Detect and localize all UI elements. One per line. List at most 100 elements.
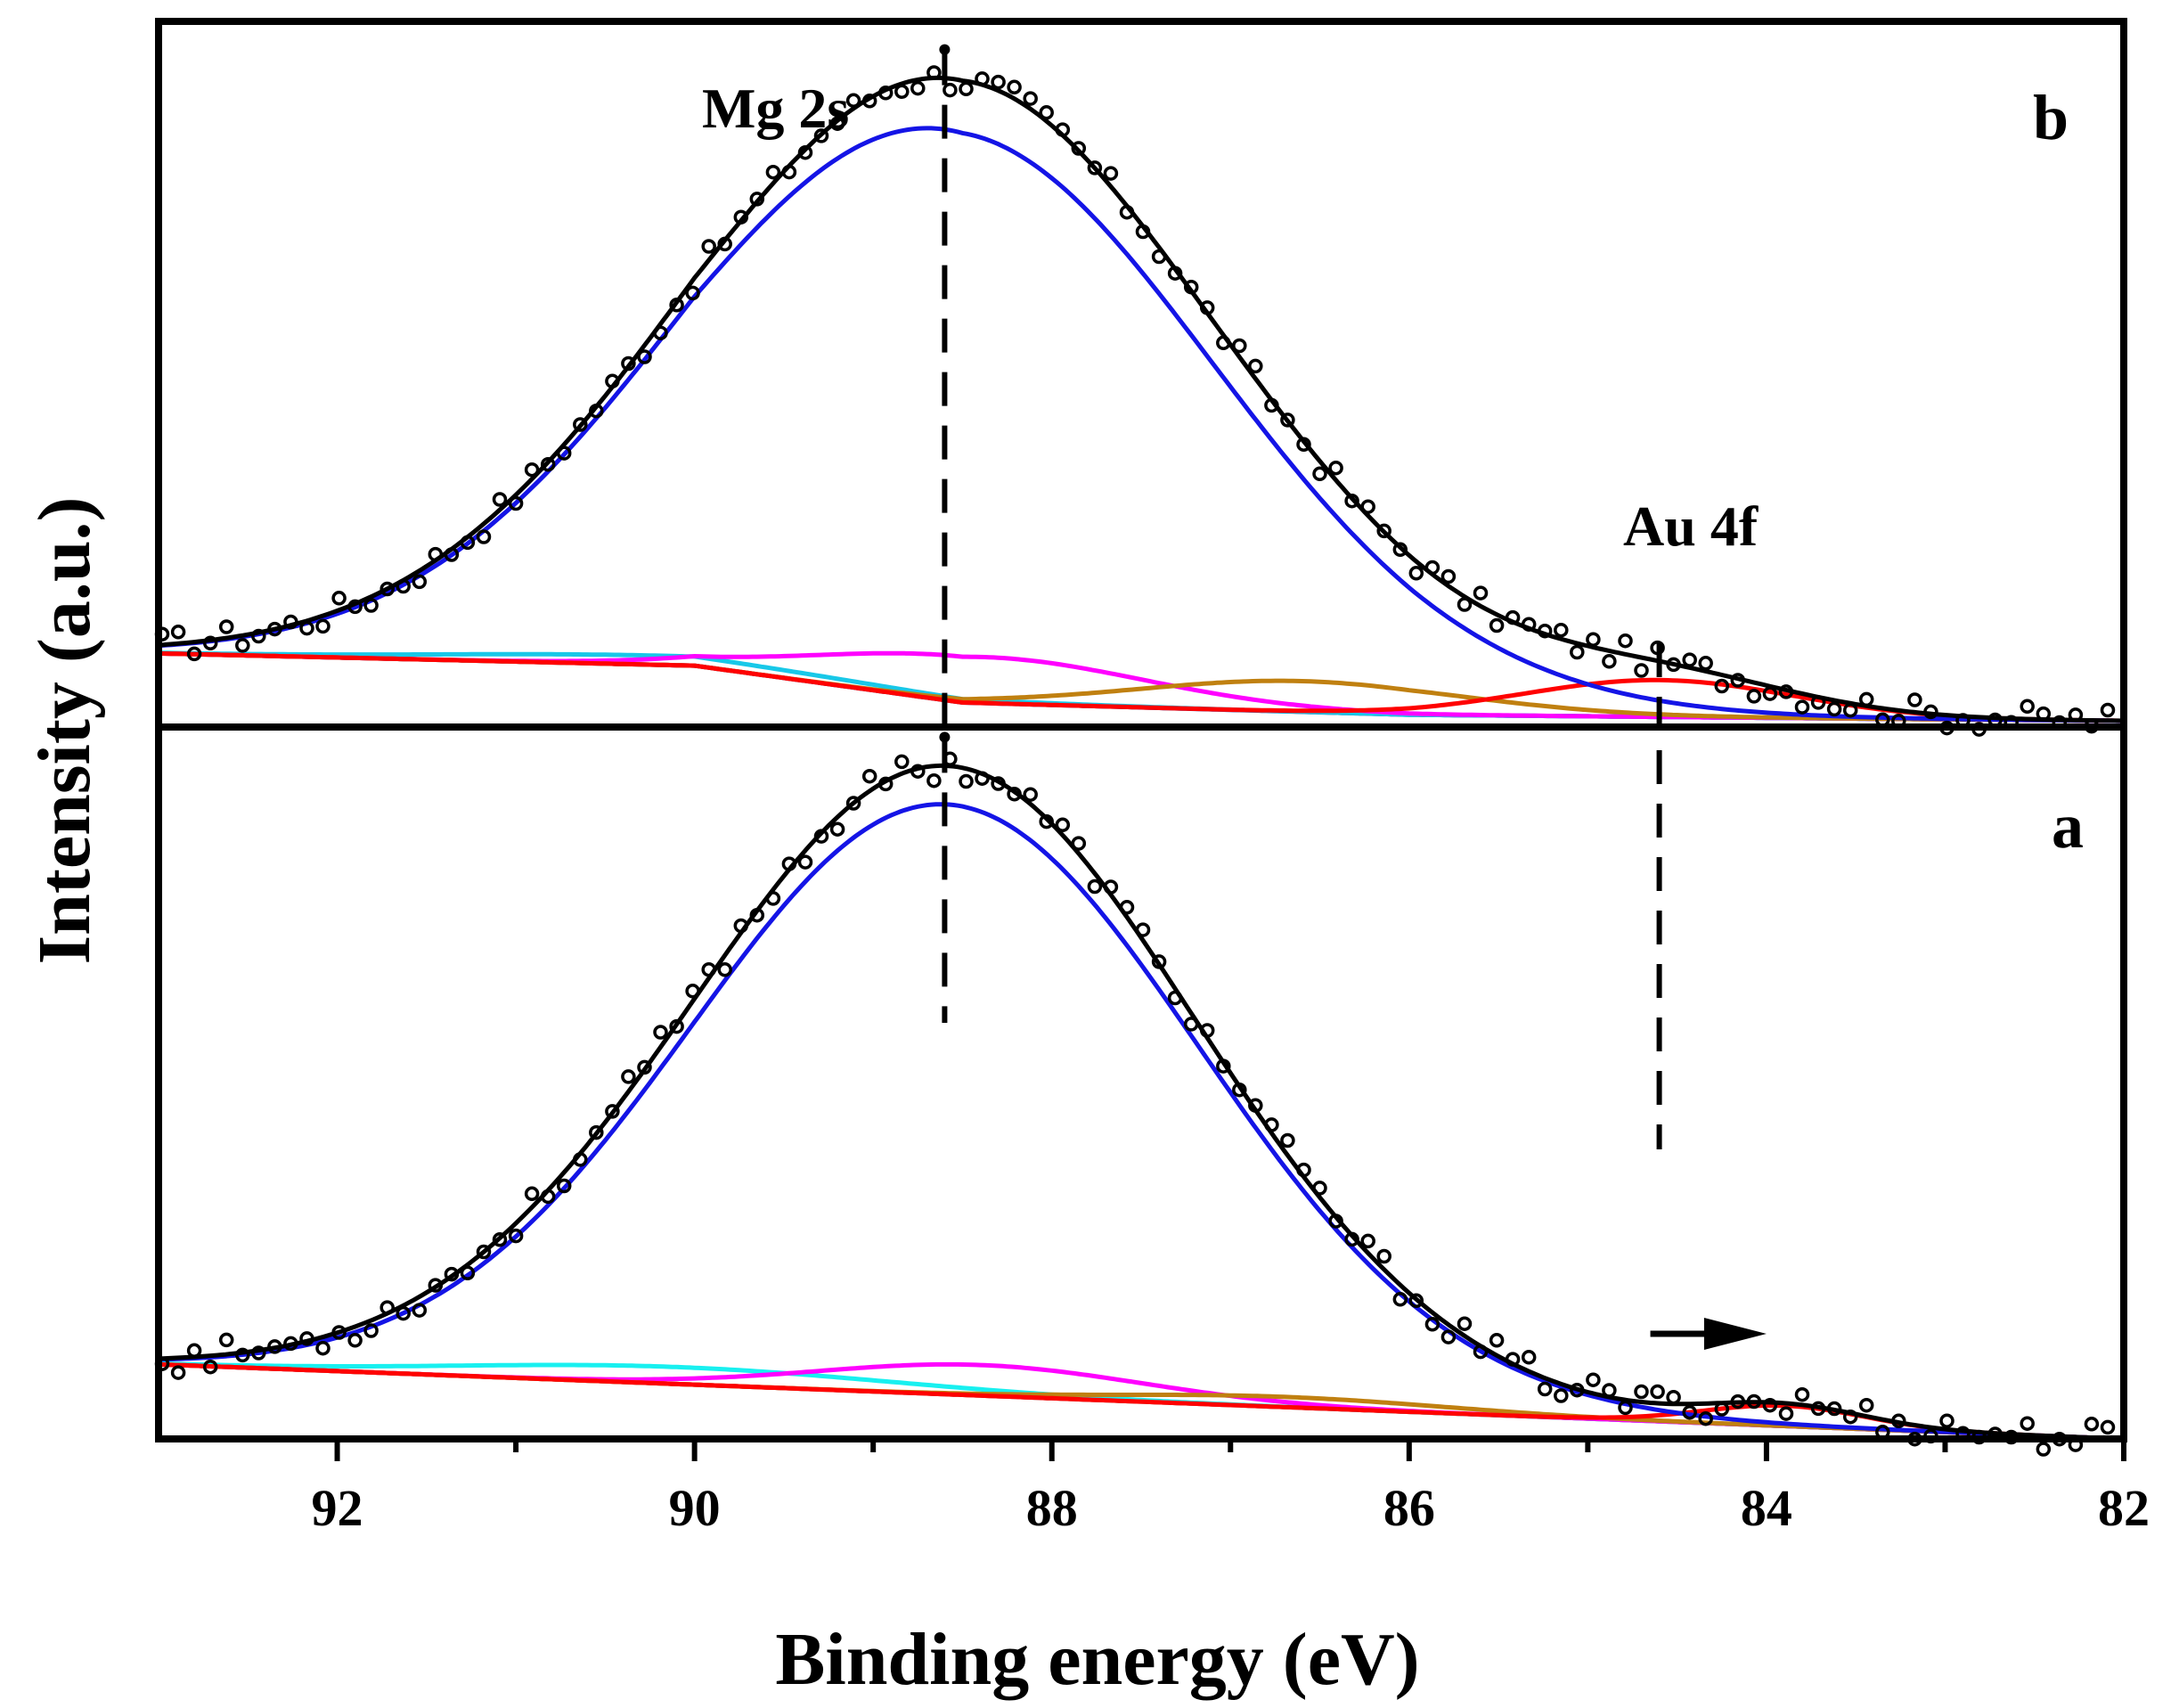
panel-b-data-points <box>154 65 2116 737</box>
panel-b-data-point <box>943 82 958 98</box>
panel-a-data-point <box>315 1340 331 1356</box>
panel-a-data-point <box>1505 1352 1521 1367</box>
panel-b-data-point <box>1842 702 1858 718</box>
panel-a-data-point <box>2020 1416 2035 1431</box>
panel-b-data-point <box>1746 689 1762 704</box>
panel-a-data-point <box>845 796 861 811</box>
panel-b-data-point <box>412 574 428 590</box>
x-axis-ticks: 92 90 88 86 84 82 <box>312 1439 2150 1537</box>
panel-b-envelope-line <box>158 75 2125 723</box>
panel-b-data-point <box>540 456 556 472</box>
panel-b-data-point <box>1858 691 1874 707</box>
panel-a-data-point <box>235 1347 250 1363</box>
panel-b-data-point <box>1682 652 1697 667</box>
panel-a-data-point <box>524 1186 540 1202</box>
panel-b-data-point <box>1570 644 1585 660</box>
panel-a-frame <box>155 723 2127 1442</box>
panel-a-data-point <box>347 1333 363 1348</box>
panel-a-data-point <box>556 1178 572 1194</box>
panel-a-data-point <box>1602 1383 1617 1398</box>
panel-a-reference-lines <box>939 731 951 1023</box>
panel-b-data-point <box>218 619 234 634</box>
panel-b-data-point <box>508 495 524 511</box>
panel-b-data-point <box>1778 684 1794 699</box>
panel-a-data-point <box>1714 1402 1730 1417</box>
panel-a-data-point <box>1939 1413 1955 1428</box>
panel-a-data-point <box>1473 1344 1489 1360</box>
panel-b-data-point <box>186 646 202 662</box>
panel-a-data-point <box>2036 1442 2052 1457</box>
panel-a-data-point <box>733 918 749 934</box>
mg-2s-label: Mg 2s <box>702 77 849 140</box>
panel-b-data-point <box>428 546 444 562</box>
panel-a-data-point <box>1087 879 1103 895</box>
panel-b <box>154 44 2125 1149</box>
panel-a <box>154 731 2125 1457</box>
x-tick-label: 82 <box>2098 1479 2150 1537</box>
panel-b-data-point <box>1328 460 1343 476</box>
panel-b-data-point <box>1810 695 1826 710</box>
panel-b-data-point <box>1440 568 1457 584</box>
panel-a-data-point <box>202 1359 218 1375</box>
panel-a-data-point <box>363 1323 379 1338</box>
panel-a-data-point <box>1891 1413 1906 1429</box>
panel-a-data-point <box>1216 1058 1231 1074</box>
panel-a-data-point <box>877 776 894 792</box>
panel-b-data-point <box>1473 585 1489 601</box>
panel-a-data-point <box>573 1152 588 1167</box>
panel-a-data-point <box>1151 954 1167 969</box>
panel-b-data-point <box>1023 91 1038 106</box>
panel-a-data-point <box>283 1336 298 1352</box>
panel-a-envelope-line <box>158 763 2125 1442</box>
panel-b-data-point <box>1794 699 1810 715</box>
panel-a-data-point <box>1312 1181 1327 1196</box>
panel-b-data-point <box>1907 692 1922 707</box>
panel-a-data-point <box>1007 786 1022 802</box>
panel-a-data-point <box>170 1365 186 1380</box>
x-tick-label: 92 <box>312 1479 363 1537</box>
panel-b-data-point <box>1923 704 1938 720</box>
panel-a-data-point <box>186 1343 202 1359</box>
panel-b-data-point <box>1216 335 1231 351</box>
panel-a-data-point <box>1440 1329 1457 1344</box>
panel-b-data-point <box>845 93 861 109</box>
panel-a-data-point <box>1232 1082 1247 1098</box>
panel-b-data-point <box>1457 597 1473 612</box>
panel-b-data-point <box>573 417 588 432</box>
shift-arrow <box>1650 1318 1767 1350</box>
panel-b-mg-2s-component-line <box>158 126 2125 723</box>
panel-a-data-point <box>1119 900 1135 915</box>
panel-b-peak-marker <box>939 44 951 55</box>
panel-b-data-point <box>283 614 298 630</box>
panel-a-data-point <box>1778 1406 1794 1421</box>
panel-b-data-point <box>267 621 282 637</box>
panel-b-data-point <box>1762 686 1778 701</box>
panel-a-data-point <box>991 776 1006 791</box>
panel-a-data-point <box>717 962 732 977</box>
panel-a-data-point <box>1634 1384 1649 1400</box>
panel-b-data-point <box>235 638 250 653</box>
panel-b-data-point <box>2020 699 2035 715</box>
panel-a-data-point <box>1489 1333 1505 1348</box>
x-tick-label: 90 <box>669 1479 721 1537</box>
x-tick-label: 84 <box>1741 1479 1792 1537</box>
panel-a-data-point <box>829 821 845 837</box>
panel-b-data-point <box>749 192 765 207</box>
x-tick-label: 88 <box>1026 1479 1078 1537</box>
panel-b-data-point <box>202 635 218 651</box>
panel-b-data-point <box>1424 560 1440 576</box>
shift-arrow-head <box>1703 1318 1767 1350</box>
panel-b-data-point <box>2100 702 2116 718</box>
panel-a-data-point <box>685 984 700 999</box>
panel-b-data-point <box>813 128 829 143</box>
panel-a-data-point <box>1424 1317 1440 1332</box>
panel-a-data-point <box>1071 836 1087 851</box>
panel-a-data-point <box>653 1025 668 1040</box>
panel-a-data-point <box>1039 813 1054 829</box>
panel-a-data-point <box>959 773 974 789</box>
panel-a-data-point <box>1376 1248 1391 1264</box>
panel-b-data-point <box>1135 224 1151 240</box>
panel-b-data-point <box>379 581 395 597</box>
panel-a-data-point <box>1586 1372 1601 1387</box>
